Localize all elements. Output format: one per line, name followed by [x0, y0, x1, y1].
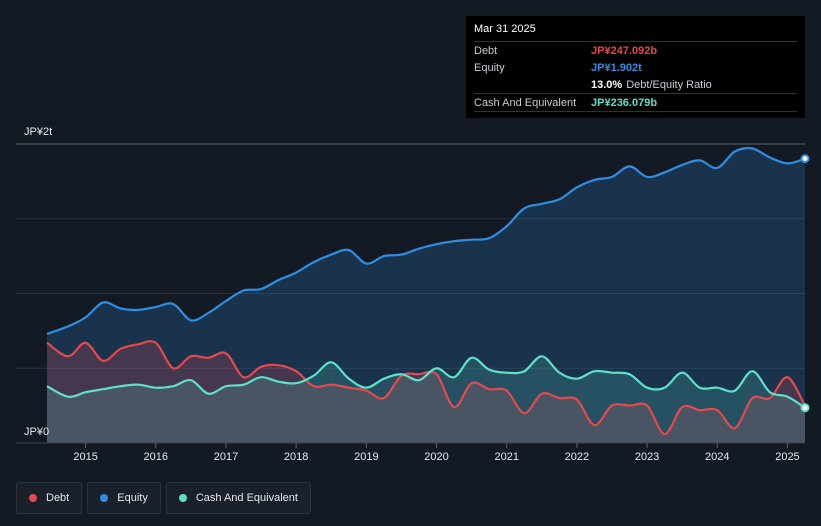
- x-tick-label: 2024: [705, 451, 729, 463]
- y-label-top: JP¥2t: [24, 126, 52, 138]
- tooltip-row-ratio: 13.0% Debt/Equity Ratio: [474, 76, 797, 93]
- tooltip-date: Mar 31 2025: [474, 23, 536, 35]
- equity-end-point: [800, 154, 810, 164]
- legend-debt-label: Debt: [46, 492, 70, 504]
- equity-dot-icon: [100, 494, 109, 502]
- legend-equity-label: Equity: [117, 492, 148, 504]
- x-tick-label: 2020: [424, 451, 448, 463]
- x-tick-label: 2023: [635, 451, 659, 463]
- cash-end-point: [800, 403, 810, 413]
- debt-line: [46, 340, 806, 436]
- cash-area: [47, 356, 805, 443]
- legend-cash-label: Cash And Equivalent: [195, 492, 298, 504]
- end-markers: [800, 154, 810, 413]
- tooltip-debt-value: JP¥247.092b: [591, 44, 658, 57]
- legend-item-debt[interactable]: Debt: [16, 482, 83, 514]
- x-tick-label: 2017: [214, 451, 238, 463]
- equity-line: [46, 146, 806, 335]
- x-tick-label: 2022: [565, 451, 589, 463]
- cash-line: [46, 355, 806, 409]
- x-tick-label: 2016: [144, 451, 168, 463]
- tooltip-ratio-value: 13.0%: [591, 78, 623, 91]
- x-tick-label: 2025: [775, 451, 799, 463]
- tooltip-panel: Mar 31 2025 Debt JP¥247.092b Equity JP¥1…: [466, 16, 805, 118]
- tooltip-row-equity: Equity JP¥1.902t: [474, 59, 797, 76]
- legend-item-cash[interactable]: Cash And Equivalent: [165, 482, 311, 514]
- tooltip-debt-label: Debt: [474, 44, 498, 57]
- y-label-bottom: JP¥0: [24, 426, 49, 438]
- series-areas: [47, 148, 805, 443]
- tooltip-ratio-label: Debt/Equity Ratio: [626, 78, 712, 91]
- legend-item-equity[interactable]: Equity: [87, 482, 161, 514]
- tooltip-equity-value: JP¥1.902t: [591, 61, 642, 74]
- tooltip-row-debt: Debt JP¥247.092b: [474, 41, 797, 59]
- x-tick-label: 2021: [494, 451, 518, 463]
- tooltip-cash-label: Cash And Equivalent: [474, 96, 577, 109]
- series-lines: [46, 146, 806, 436]
- debt-area: [47, 341, 805, 443]
- x-tick-label: 2018: [284, 451, 308, 463]
- debt-dot-icon: [29, 494, 37, 502]
- x-axis: 2015 2016 2017 2018 2019 2020 2021 2022 2023 2024…: [16, 442, 805, 463]
- cash-dot-icon: [178, 494, 187, 502]
- x-tick-label: 2019: [354, 451, 378, 463]
- tooltip-equity-label: Equity: [474, 61, 505, 74]
- tooltip-cash-value: JP¥236.079b: [591, 96, 658, 109]
- tooltip-row-cash: Cash And Equivalent JP¥236.079b: [474, 93, 797, 112]
- legend: Debt Equity Cash And Equivalent: [16, 482, 311, 514]
- x-tick-label: 2015: [73, 451, 97, 463]
